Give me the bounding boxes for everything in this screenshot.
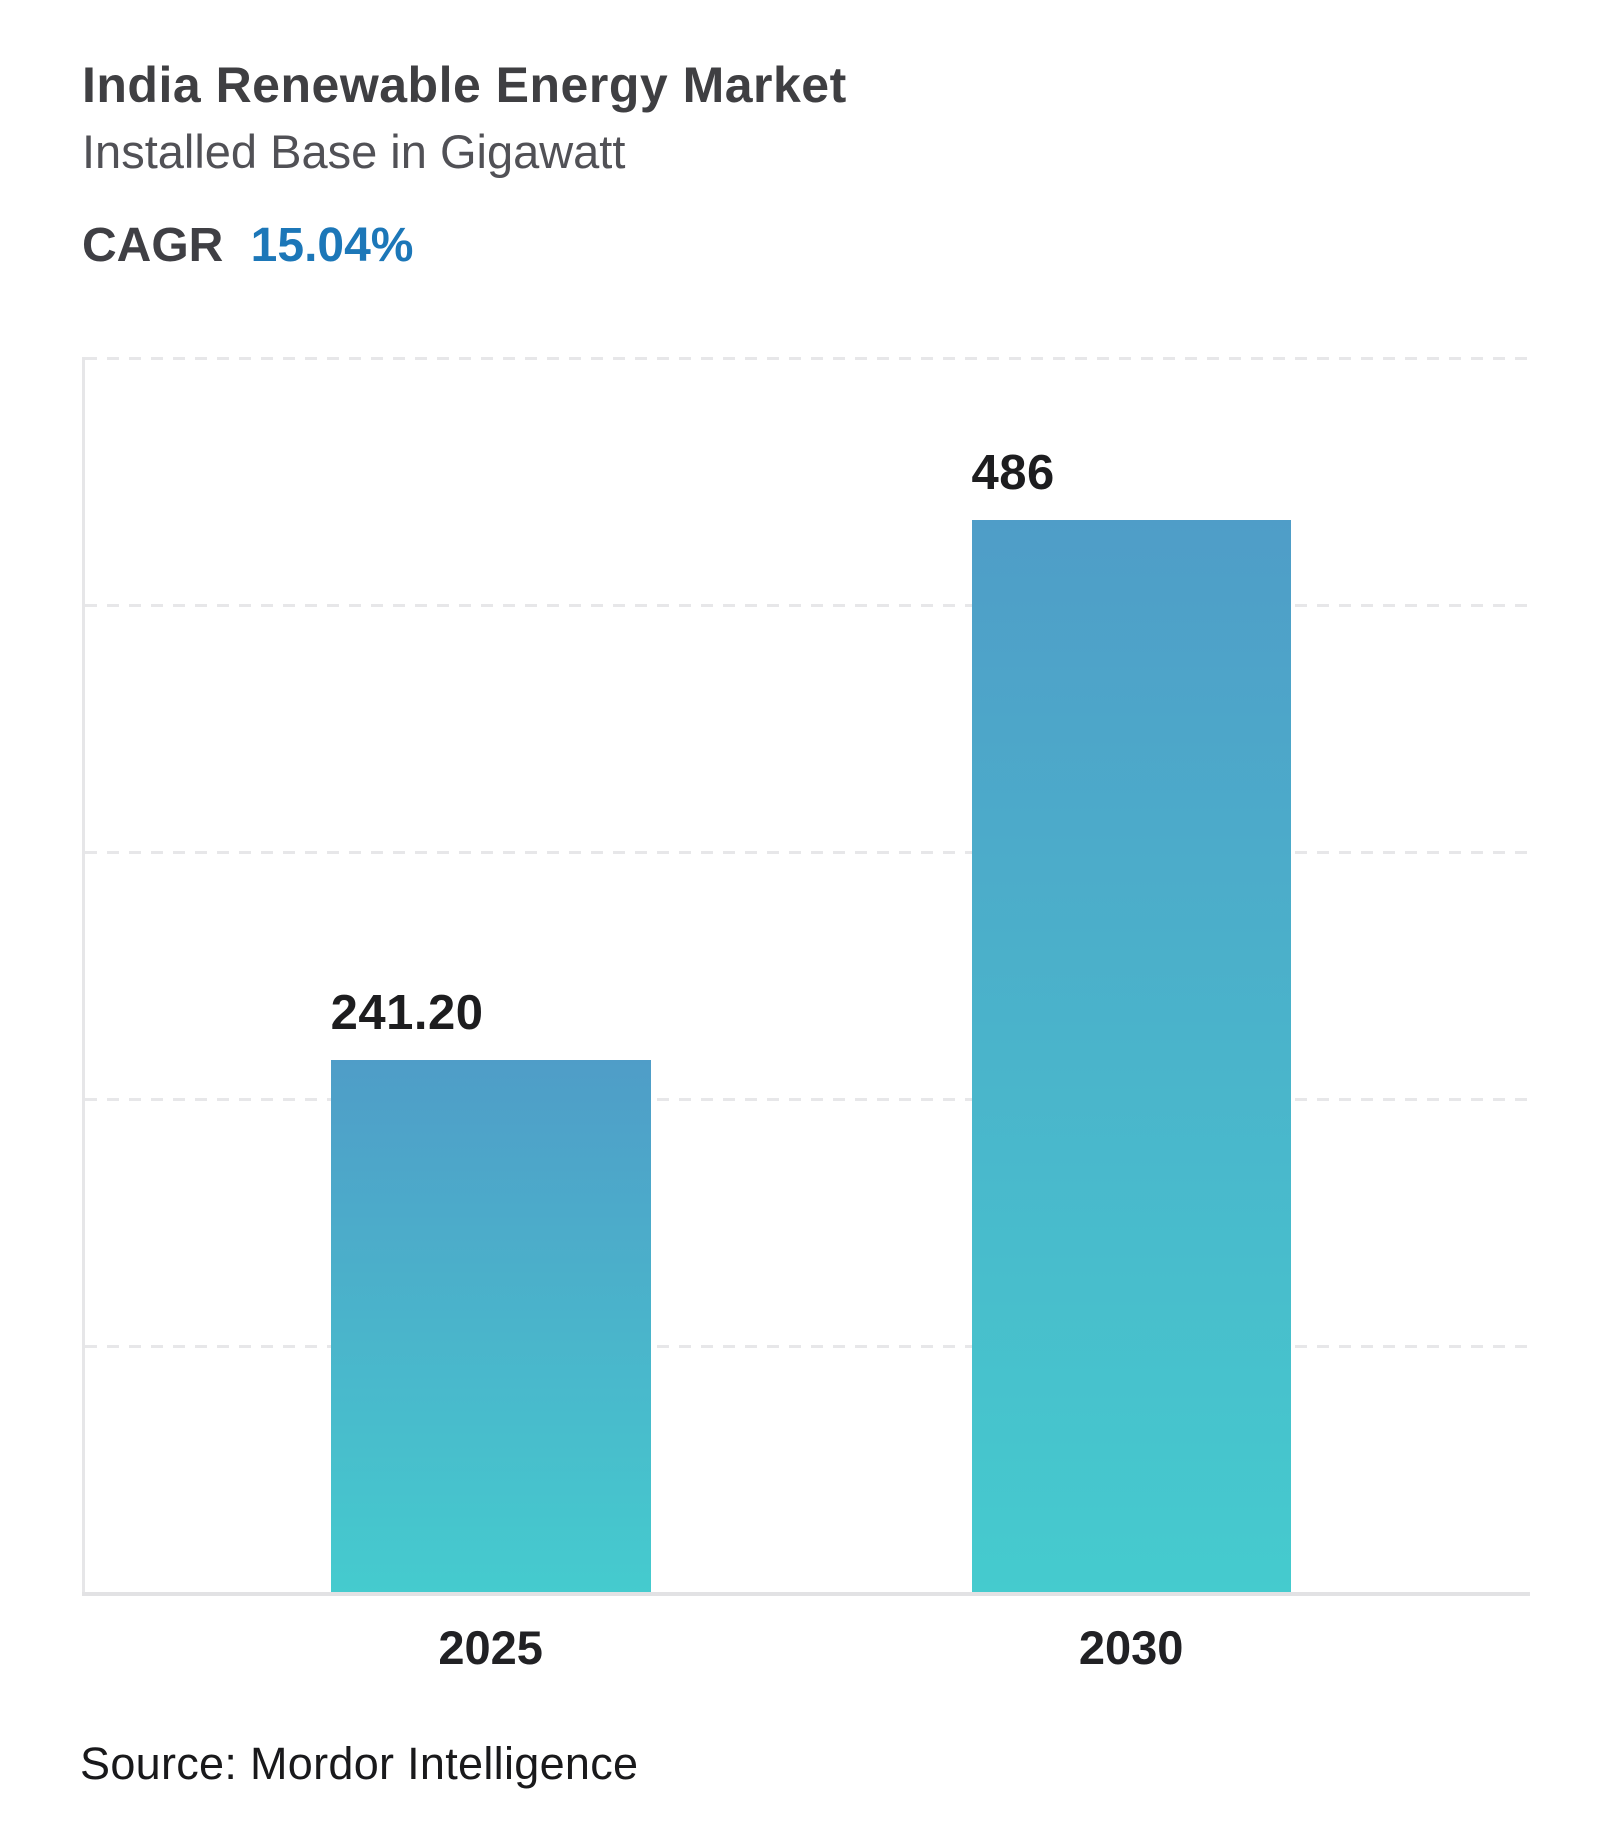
source-text: Source: Mordor Intelligence (80, 1738, 639, 1789)
chart-plot-area: 241.20 2025 486 2030 (82, 357, 1530, 1674)
bar-2030 (971, 520, 1291, 1592)
x-axis-label-2030: 2030 (1078, 1621, 1184, 1674)
x-axis-label-2025: 2025 (438, 1621, 543, 1674)
cagr-label: CAGR (82, 219, 224, 272)
page-title: India Renewable Energy Market (82, 57, 847, 113)
bar-value-label: 486 (971, 446, 1055, 501)
gridline (85, 1098, 1530, 1101)
gridline (85, 1345, 1530, 1348)
gridline (85, 851, 1530, 854)
gridline (85, 604, 1530, 607)
bar-2025 (330, 1060, 651, 1592)
bar-value-label: 241.20 (330, 986, 484, 1041)
cagr-value: 15.04% (250, 219, 414, 272)
bar-group-2030: 486 2030 (971, 357, 1291, 1674)
cagr-row: CAGR 15.04% (82, 218, 413, 273)
bar-group-2025: 241.20 2025 (330, 357, 651, 1674)
chart-header: India Renewable Energy Market Installed … (82, 56, 847, 179)
page-subtitle: Installed Base in Gigawatt (82, 125, 626, 178)
x-axis-line (82, 1592, 1530, 1596)
gridline (85, 357, 1530, 360)
